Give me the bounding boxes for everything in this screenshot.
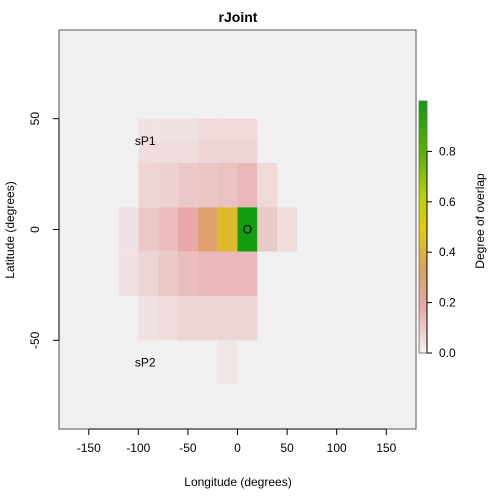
heatmap-cell	[138, 296, 159, 341]
y-tick-label: 0	[28, 226, 42, 233]
x-tick-label: -150	[77, 441, 101, 455]
heatmap-cell	[197, 140, 218, 163]
heatmap-cell	[237, 140, 258, 163]
heatmap-cell	[158, 251, 178, 296]
annotations: sP1 sP2 O	[135, 134, 252, 370]
heatmap-cell	[217, 340, 238, 385]
heatmap-cell	[217, 163, 238, 208]
heatmap-cell	[138, 118, 159, 141]
heatmap-cell	[197, 163, 218, 208]
heatmap-cell	[178, 163, 198, 208]
heatmap-cell	[178, 207, 198, 252]
heatmap-cell	[138, 140, 159, 163]
chart-title: rJoint	[219, 9, 258, 25]
heatmap-cell	[197, 118, 218, 141]
heatmap-cell	[197, 207, 218, 252]
colorbar-tick-label: 0.8	[439, 144, 456, 158]
heatmap-cell	[118, 207, 139, 252]
y-tick-label: -50	[28, 331, 42, 349]
heatmap-cell	[178, 251, 198, 296]
heatmap-cell	[197, 296, 218, 341]
heatmap-cell	[237, 251, 258, 296]
colorbar	[418, 100, 428, 354]
x-axis-label: Longitude (degrees)	[184, 475, 291, 489]
x-tick-label: 50	[280, 441, 294, 455]
heatmap-cell	[217, 118, 238, 141]
heatmap-cell	[158, 163, 178, 208]
heatmap-cell	[217, 251, 238, 296]
y-axis-label: Latitude (degrees)	[3, 181, 17, 278]
colorbar-label: Degree of overlap	[473, 173, 487, 269]
heatmap-cell	[257, 163, 278, 208]
heatmap-cell	[197, 251, 218, 296]
colorbar-tick-label: 0.2	[439, 296, 456, 310]
annotation-label: O	[243, 223, 252, 237]
colorbar-tick-label: 0.4	[439, 245, 456, 259]
y-axis: 50 0 -50	[28, 112, 60, 349]
heatmap-cell	[158, 207, 178, 252]
heatmap-cell	[217, 296, 238, 341]
heatmap-cell	[158, 118, 178, 141]
x-tick-label: 0	[234, 441, 241, 455]
annotation-label: sP1	[135, 134, 156, 148]
heatmap-cell	[237, 296, 258, 341]
heatmap-cell	[158, 140, 178, 163]
x-axis: -150 -100 -50 0 50 100 150	[77, 428, 397, 455]
colorbar-tick-label: 0.6	[439, 195, 456, 209]
heatmap-cell	[277, 207, 297, 252]
heatmap-cell	[257, 207, 278, 252]
heatmap-cell	[178, 140, 198, 163]
x-tick-label: -50	[179, 441, 197, 455]
x-tick-label: 100	[327, 441, 347, 455]
heatmap-cell	[217, 207, 238, 252]
x-tick-label: -100	[126, 441, 150, 455]
y-tick-label: 50	[28, 112, 42, 126]
heatmap-cells	[118, 118, 297, 385]
heatmap-cell	[158, 296, 178, 341]
colorbar-axis: 0.0 0.2 0.4 0.6 0.8	[426, 144, 456, 360]
colorbar-tick-label: 0.0	[439, 346, 456, 360]
annotation-label: sP2	[135, 356, 156, 370]
heatmap-cell	[237, 118, 258, 141]
heatmap-cell	[138, 207, 159, 252]
heatmap-cell	[138, 163, 159, 208]
heatmap-cell	[178, 118, 198, 141]
heatmap-cell	[237, 207, 258, 252]
heatmap-cell	[217, 140, 238, 163]
x-tick-label: 150	[376, 441, 396, 455]
heatmap-cell	[237, 163, 258, 208]
heatmap-cell	[138, 251, 159, 296]
heatmap-cell	[178, 296, 198, 341]
heatmap-cell	[118, 251, 139, 296]
